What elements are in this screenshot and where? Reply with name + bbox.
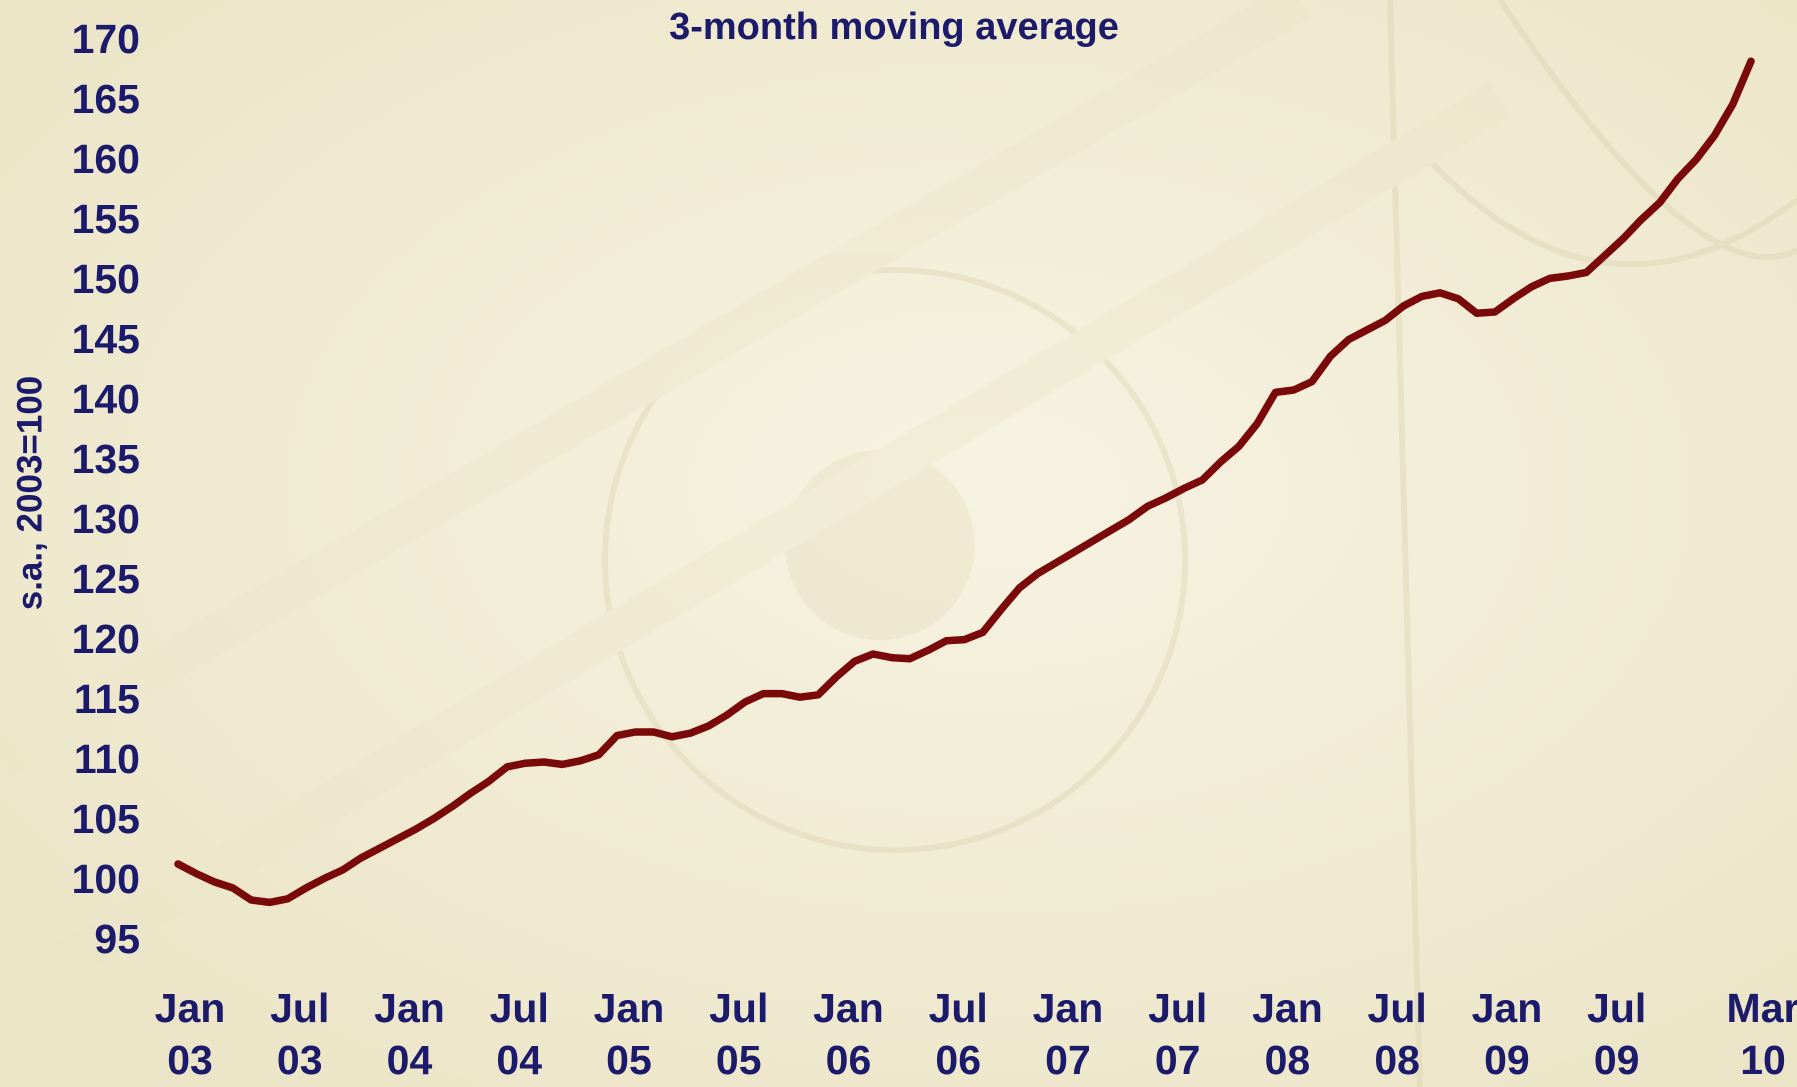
y-axis-title: s.a., 2003=100 (10, 376, 49, 611)
x-tick-label: Jul 07 (1148, 982, 1207, 1086)
x-tick-label: Jul 05 (709, 982, 768, 1086)
y-tick-label: 125 (72, 556, 140, 602)
x-tick-label: Jan 08 (1252, 982, 1323, 1086)
x-tick-label: Jul 03 (270, 982, 329, 1086)
y-tick-label: 110 (74, 736, 140, 782)
x-tick-label: Jan 09 (1472, 982, 1543, 1086)
y-tick-label: 130 (72, 496, 140, 542)
y-tick-label: 100 (72, 856, 140, 902)
y-tick-label: 105 (72, 796, 140, 842)
y-tick-label: 140 (72, 376, 140, 422)
y-tick-label: 165 (72, 76, 140, 122)
page-body: 3-month moving average s.a., 2003=100 95… (0, 0, 1797, 1087)
y-tick-label: 135 (72, 436, 140, 482)
x-tick-label: Jan 04 (374, 982, 445, 1086)
page: 3-month moving average {"chart_data": { … (0, 0, 1797, 1087)
x-tick-label: Jul 09 (1587, 982, 1646, 1086)
x-tick-label: Jan 03 (155, 982, 226, 1086)
y-tick-label: 155 (72, 196, 140, 242)
x-tick-label: Jan 05 (594, 982, 665, 1086)
y-tick-label: 170 (72, 16, 140, 62)
x-tick-label: Jan 06 (813, 982, 884, 1086)
chart-title: 3-month moving average (669, 6, 1119, 48)
y-tick-label: 120 (72, 616, 140, 662)
x-tick-label: Jul 06 (929, 982, 988, 1086)
y-tick-label: 95 (94, 916, 140, 962)
x-tick-label: Jul 04 (490, 982, 549, 1086)
y-tick-label: 115 (74, 676, 140, 722)
y-tick-label: 145 (72, 316, 140, 362)
x-tick-label: Jan 07 (1033, 982, 1104, 1086)
y-tick-label: 160 (72, 136, 140, 182)
chart: 3-month moving average s.a., 2003=100 95… (0, 0, 1797, 1087)
y-tick-label: 150 (72, 256, 140, 302)
x-tick-label: Mar 10 (1727, 982, 1797, 1086)
x-tick-label: Jul 08 (1368, 982, 1427, 1086)
